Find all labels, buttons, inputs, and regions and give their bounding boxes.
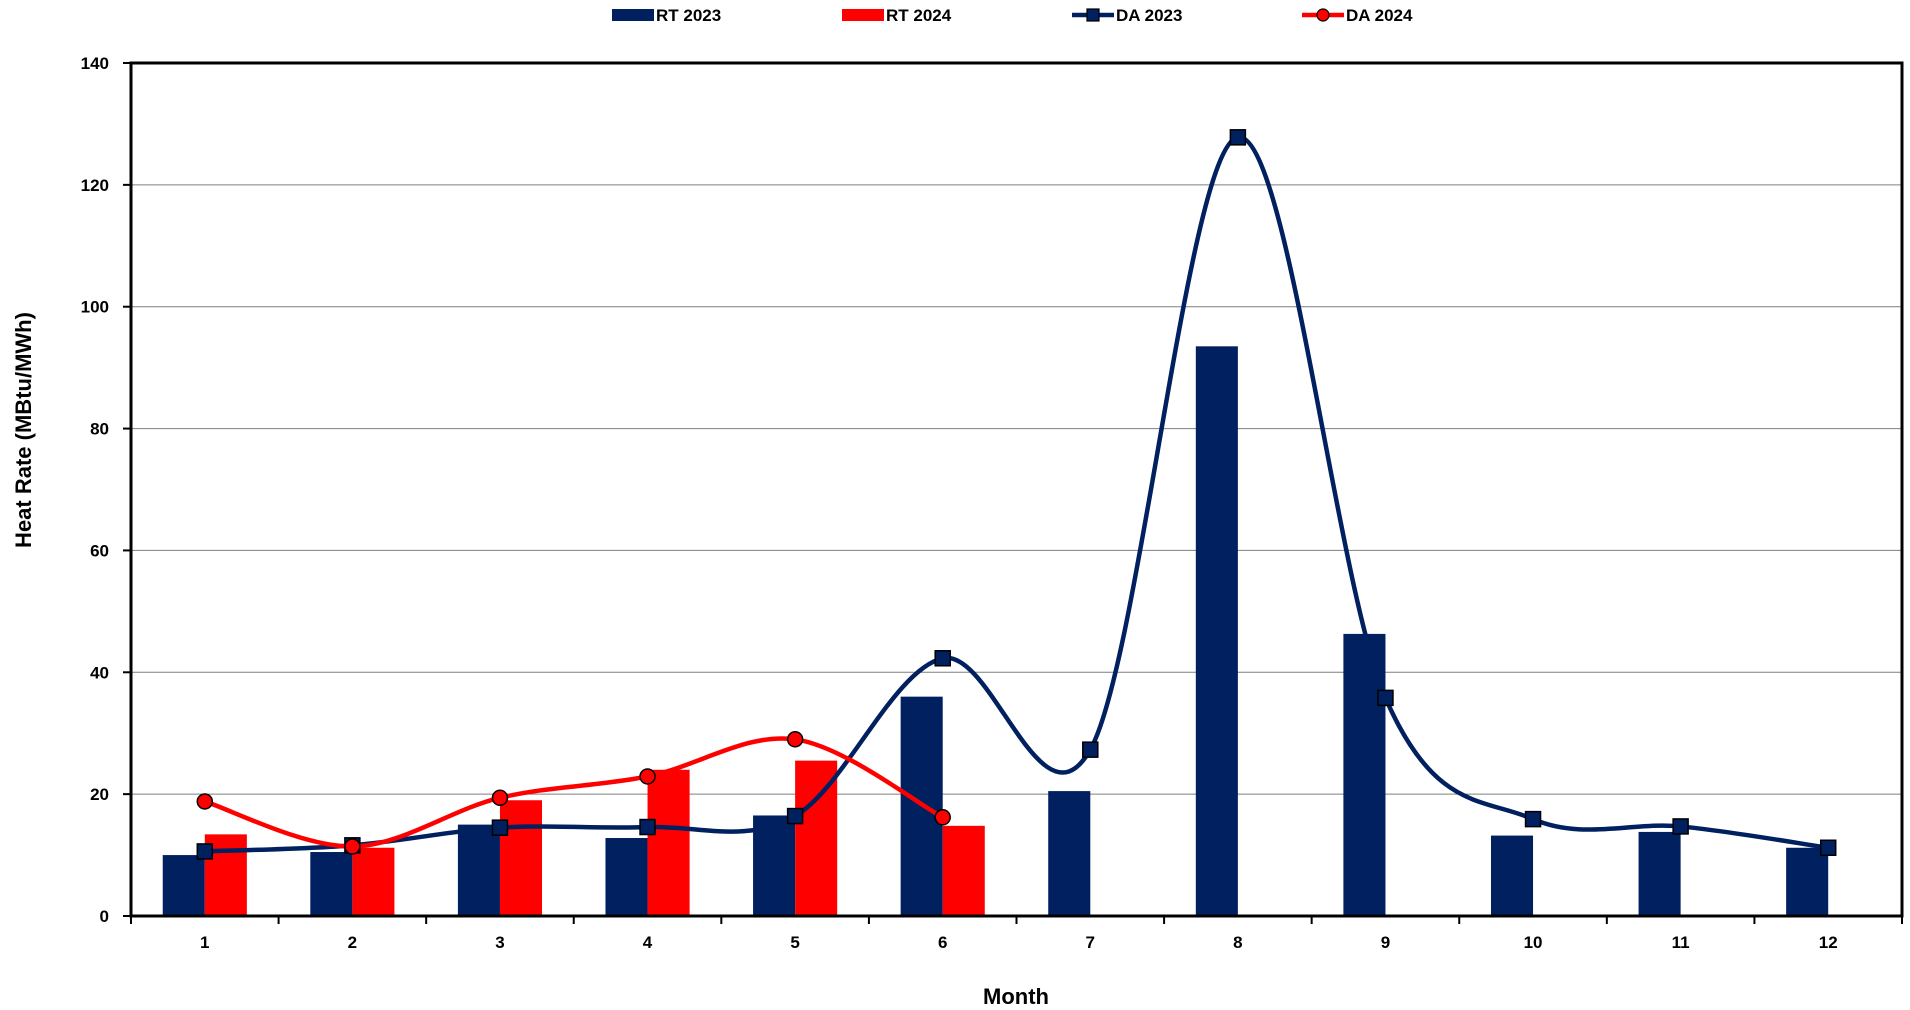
y-tick-label: 20: [90, 785, 109, 804]
legend-swatch: [842, 9, 884, 21]
x-tick-label: 12: [1819, 933, 1838, 952]
legend: RT 2023 RT 2024 DA 2023 DA 2024: [612, 6, 1413, 25]
marker-da-2024: [344, 838, 361, 855]
marker-da-2023: [1377, 689, 1394, 707]
y-tick-label: 40: [90, 663, 109, 682]
x-tick-label: 5: [790, 933, 799, 952]
lines: [196, 129, 1837, 860]
x-tick-label: 1: [200, 933, 209, 952]
x-axis-ticks: 1 2 3 4 5 6 7 8 9 10 11 12: [130, 916, 1903, 952]
marker-da-2023: [196, 843, 214, 860]
y-axis-ticks: 0 20 40 60 80 100 120 140: [81, 54, 131, 926]
marker-da-2024: [786, 731, 804, 748]
y-tick-label: 0: [100, 907, 109, 926]
marker-da-2023: [934, 650, 951, 667]
marker-da-2023: [1524, 810, 1542, 828]
marker-da-2023: [786, 807, 804, 825]
bar-rt-2024: [647, 769, 690, 916]
x-tick-label: 2: [348, 933, 357, 952]
legend-item-da-2023: DA 2023: [1072, 6, 1182, 25]
marker-da-2023: [639, 818, 656, 836]
x-axis-title: Month: [983, 984, 1049, 1009]
legend-marker: [1316, 8, 1330, 22]
legend-label: RT 2023: [656, 6, 721, 25]
legend-swatch: [612, 9, 654, 21]
y-tick-label: 80: [90, 420, 109, 439]
legend-label: RT 2024: [886, 6, 952, 25]
bar-rt-2024: [352, 847, 395, 916]
legend-label: DA 2023: [1116, 6, 1182, 25]
legend-item-da-2024: DA 2024: [1302, 6, 1413, 25]
y-tick-label: 120: [81, 176, 109, 195]
legend-label: DA 2024: [1346, 6, 1413, 25]
bars: [162, 346, 1829, 916]
marker-da-2024: [196, 793, 214, 810]
x-tick-label: 10: [1524, 933, 1543, 952]
bar-rt-2023: [605, 838, 648, 916]
bar-rt-2023: [1786, 847, 1829, 916]
marker-da-2024: [491, 789, 509, 807]
marker-da-2024: [639, 768, 656, 785]
axes: [129, 61, 1904, 918]
marker-da-2023: [1672, 818, 1689, 835]
marker-da-2023: [1082, 741, 1099, 758]
x-tick-label: 4: [643, 933, 653, 952]
x-tick-label: 11: [1672, 933, 1690, 952]
y-axis-title: Heat Rate (MBtu/MWh): [11, 312, 36, 548]
bar-rt-2023: [1638, 831, 1681, 916]
bar-rt-2023: [1490, 835, 1534, 916]
plot-area-border: [129, 61, 1904, 918]
marker-da-2023: [491, 819, 509, 836]
y-tick-label: 60: [90, 541, 109, 560]
legend-item-rt-2024: RT 2024: [842, 6, 952, 25]
marker-da-2024: [934, 809, 951, 826]
y-tick-label: 100: [81, 298, 109, 317]
bar-rt-2023: [310, 852, 353, 916]
bar-rt-2023: [457, 824, 500, 916]
y-tick-label: 140: [81, 54, 109, 73]
x-tick-label: 9: [1381, 933, 1390, 952]
bar-rt-2023: [162, 855, 205, 916]
bar-rt-2023: [1195, 346, 1238, 916]
x-tick-label: 6: [938, 933, 947, 952]
bar-rt-2023: [753, 815, 796, 916]
line-da-2024: [204, 736, 944, 849]
legend-item-rt-2023: RT 2023: [612, 6, 721, 25]
bar-rt-2024: [499, 800, 543, 916]
x-tick-label: 7: [1086, 933, 1095, 952]
marker-da-2023: [1229, 129, 1247, 146]
bar-rt-2024: [942, 825, 985, 916]
gridlines: [131, 62, 1902, 795]
bar-rt-2023: [1048, 791, 1091, 916]
x-tick-label: 3: [495, 933, 504, 952]
legend-marker: [1086, 8, 1100, 22]
line-da-2023: [204, 135, 1829, 854]
marker-da-2023: [1819, 839, 1837, 857]
x-tick-label: 8: [1233, 933, 1242, 952]
